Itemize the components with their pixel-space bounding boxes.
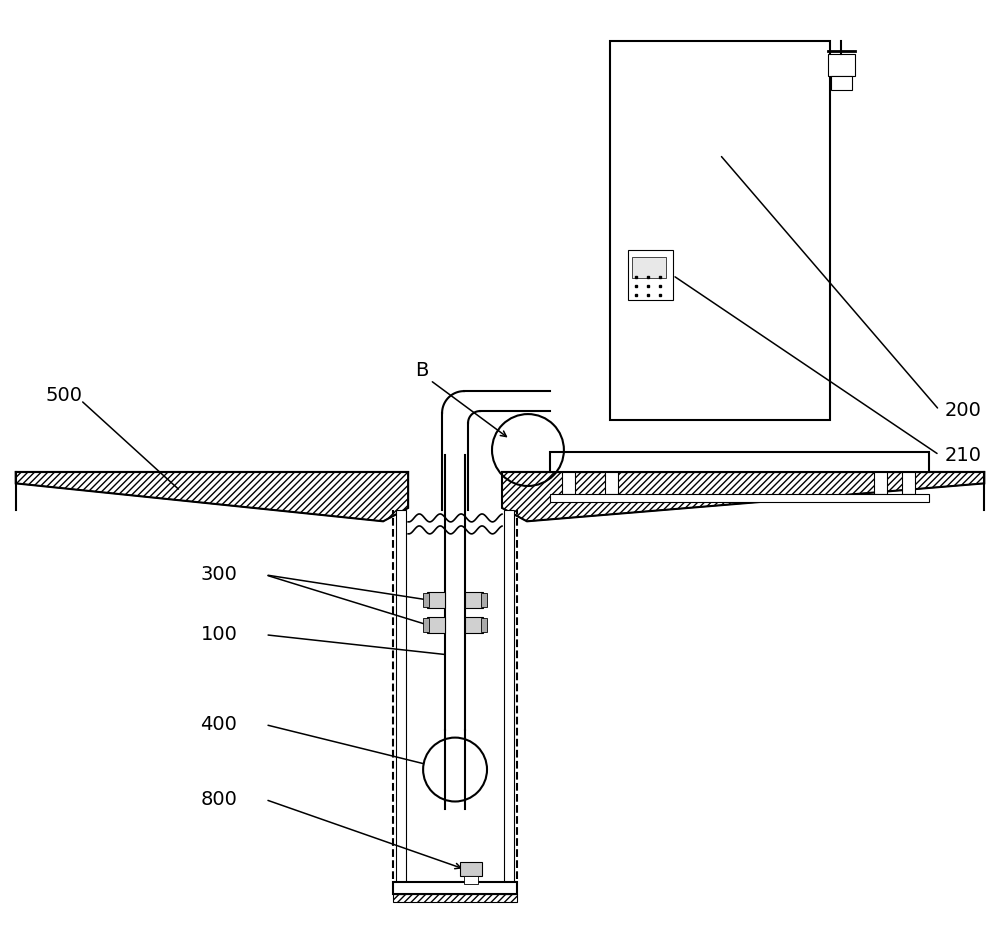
Bar xyxy=(423,592,429,606)
Bar xyxy=(632,257,666,278)
Bar xyxy=(562,472,575,494)
Bar xyxy=(628,250,673,300)
Bar xyxy=(460,862,482,876)
Polygon shape xyxy=(502,472,984,522)
Bar xyxy=(831,75,852,89)
Bar xyxy=(605,472,618,494)
Polygon shape xyxy=(16,472,408,522)
Text: B: B xyxy=(415,361,429,379)
Bar xyxy=(481,592,487,606)
Text: 500: 500 xyxy=(46,386,83,405)
Bar xyxy=(610,41,830,420)
Bar xyxy=(481,618,487,631)
Bar xyxy=(828,54,855,75)
Bar xyxy=(396,510,406,895)
Text: 200: 200 xyxy=(944,401,981,419)
Bar xyxy=(504,510,514,895)
Bar xyxy=(902,472,915,494)
Text: 400: 400 xyxy=(200,715,237,734)
Bar xyxy=(874,472,887,494)
Text: 800: 800 xyxy=(200,790,237,809)
Text: 100: 100 xyxy=(200,625,237,644)
Bar xyxy=(427,617,445,632)
Bar xyxy=(465,591,483,608)
Bar xyxy=(550,452,929,472)
Bar xyxy=(464,876,478,884)
Circle shape xyxy=(423,737,487,802)
Text: 300: 300 xyxy=(200,565,237,584)
Bar xyxy=(393,883,517,895)
Bar xyxy=(465,617,483,632)
Text: 210: 210 xyxy=(944,445,981,464)
Bar xyxy=(550,494,929,502)
Bar xyxy=(423,618,429,631)
Bar xyxy=(427,591,445,608)
